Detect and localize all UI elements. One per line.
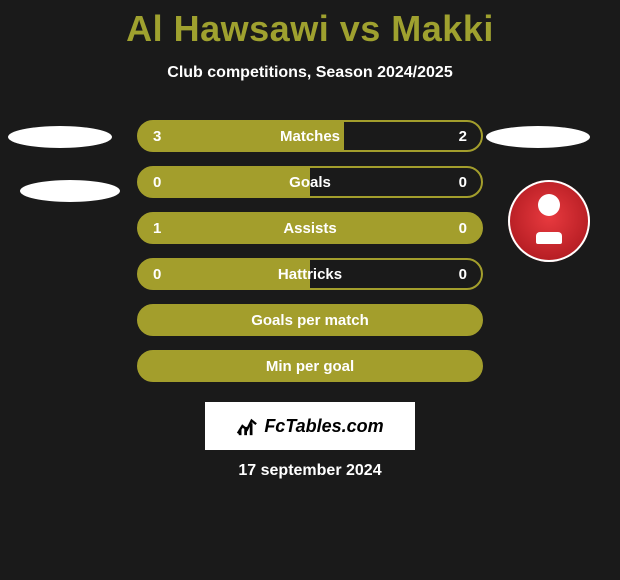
player1-name: Al Hawsawi [126, 8, 329, 49]
decorative-ellipse [8, 126, 112, 148]
chart-icon [236, 415, 258, 437]
stat-label: Hattricks [278, 266, 342, 283]
vs-text: vs [340, 8, 381, 49]
brand-widget: FcTables.com [205, 402, 415, 450]
stat-row: Min per goal [137, 350, 483, 382]
subtitle: Club competitions, Season 2024/2025 [0, 64, 620, 82]
stat-label: Goals [289, 174, 331, 191]
stat-row: 0 Goals 0 [137, 166, 483, 198]
player2-name: Makki [391, 8, 494, 49]
stat-left-value: 0 [153, 174, 183, 191]
stat-left-value: 1 [153, 220, 183, 237]
stat-right-value: 2 [437, 128, 467, 145]
stat-left-value: 0 [153, 266, 183, 283]
stat-label: Goals per match [251, 312, 369, 329]
brand-text: FcTables.com [264, 416, 383, 437]
stat-label: Assists [283, 220, 336, 237]
stat-right-value: 0 [437, 220, 467, 237]
decorative-ellipse [20, 180, 120, 202]
stat-label: Min per goal [266, 358, 354, 375]
stat-left-value: 3 [153, 128, 183, 145]
stat-row: 1 Assists 0 [137, 212, 483, 244]
stat-right-value: 0 [437, 266, 467, 283]
stat-label: Matches [280, 128, 340, 145]
club-badge-right [508, 180, 590, 262]
stat-row: 3 Matches 2 [137, 120, 483, 152]
stat-row: Goals per match [137, 304, 483, 336]
page-title: Al Hawsawi vs Makki [0, 0, 620, 50]
stat-row: 0 Hattricks 0 [137, 258, 483, 290]
decorative-ellipse [486, 126, 590, 148]
stat-right-value: 0 [437, 174, 467, 191]
date-text: 17 september 2024 [0, 462, 620, 480]
